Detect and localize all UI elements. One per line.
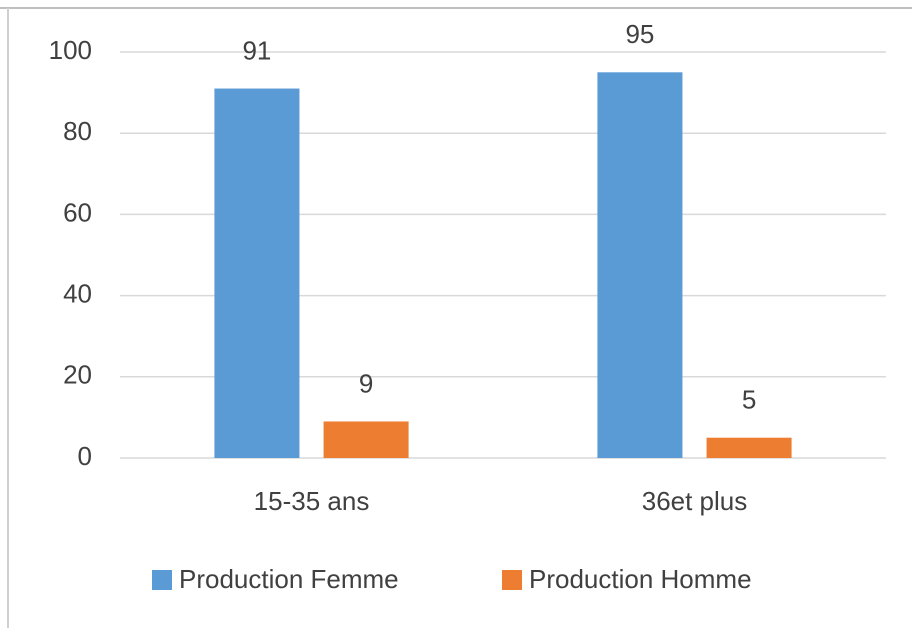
y-tick-label: 80 xyxy=(63,116,92,146)
legend-swatch xyxy=(502,570,522,590)
bar xyxy=(323,421,409,458)
legend-label: Production Homme xyxy=(529,564,752,594)
y-tick-label: 60 xyxy=(63,197,92,227)
x-tick-label: 15-35 ans xyxy=(254,486,370,516)
y-tick-label: 100 xyxy=(49,35,92,65)
bar xyxy=(597,72,683,459)
data-label: 5 xyxy=(742,385,756,415)
y-tick-label: 0 xyxy=(78,441,92,471)
legend-swatch xyxy=(152,570,172,590)
data-label: 95 xyxy=(625,19,654,49)
y-tick-label: 40 xyxy=(63,278,92,308)
legend-label: Production Femme xyxy=(179,564,399,594)
y-tick-label: 20 xyxy=(63,360,92,390)
bar xyxy=(706,437,792,458)
bar xyxy=(214,88,300,458)
x-tick-label: 36et plus xyxy=(642,486,748,516)
data-label: 91 xyxy=(242,35,271,65)
data-label: 9 xyxy=(359,368,373,398)
